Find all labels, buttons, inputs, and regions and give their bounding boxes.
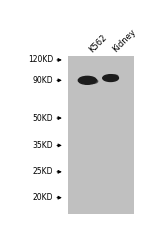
Ellipse shape <box>78 76 96 84</box>
Text: 50KD: 50KD <box>32 114 53 122</box>
Text: 20KD: 20KD <box>33 193 53 202</box>
Text: 120KD: 120KD <box>28 55 53 64</box>
Bar <box>68 56 134 214</box>
Text: Kidney: Kidney <box>111 27 138 54</box>
Text: 25KD: 25KD <box>33 167 53 176</box>
Ellipse shape <box>111 75 118 78</box>
Ellipse shape <box>103 75 119 82</box>
Text: 90KD: 90KD <box>32 76 53 85</box>
Text: K562: K562 <box>87 32 108 54</box>
Text: 35KD: 35KD <box>32 141 53 150</box>
Ellipse shape <box>88 79 98 84</box>
